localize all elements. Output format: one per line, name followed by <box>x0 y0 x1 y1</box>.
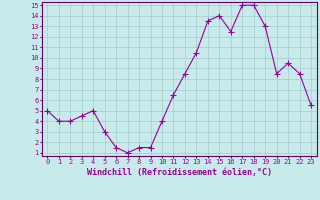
X-axis label: Windchill (Refroidissement éolien,°C): Windchill (Refroidissement éolien,°C) <box>87 168 272 177</box>
